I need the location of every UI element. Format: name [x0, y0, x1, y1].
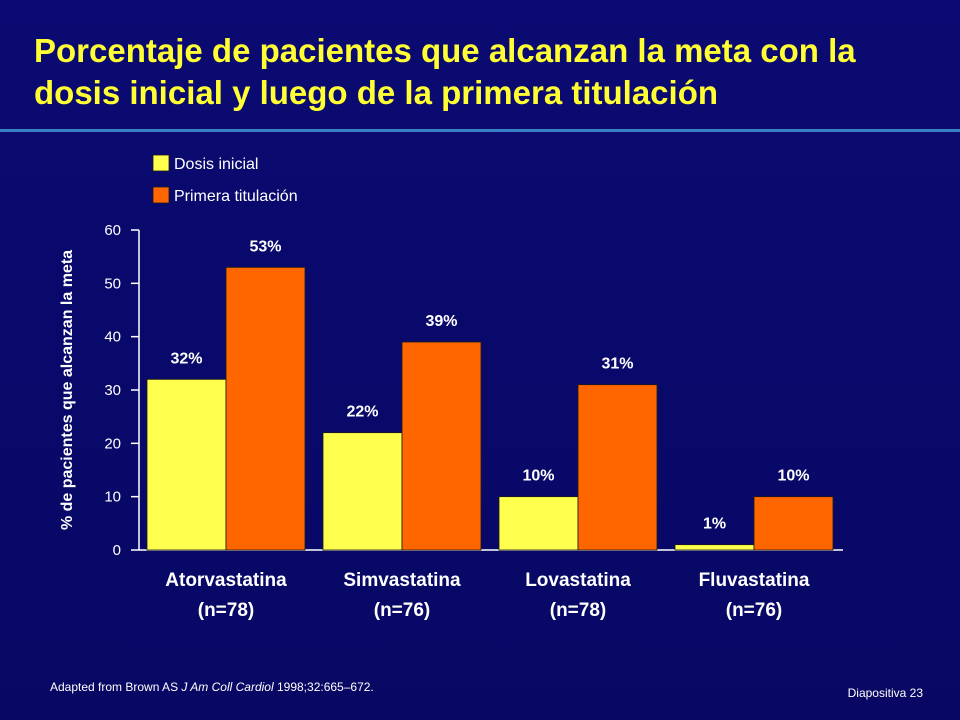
x-category-label: (n=78)	[198, 600, 255, 621]
bar-primera-titulacion	[753, 496, 834, 551]
data-label: 10%	[522, 468, 554, 485]
bar-chart: 0 10 20 30 40 50 60 % de pacientes que alcanzan…	[59, 154, 834, 621]
data-label: 10%	[777, 468, 809, 485]
y-tick-label: 30	[104, 382, 121, 399]
title-divider	[0, 129, 960, 132]
x-category-label: Simvastatina	[343, 570, 461, 591]
bar-primera-titulacion	[577, 384, 658, 551]
legend-label: Primera titulación	[174, 188, 298, 205]
bar-dosis-inicial	[498, 496, 579, 551]
legend-label: Dosis inicial	[174, 156, 258, 173]
y-tick-label: 10	[104, 489, 121, 506]
data-label: 39%	[425, 313, 457, 330]
y-axis-title: % de pacientes que alcanzan la meta	[59, 250, 76, 530]
legend-swatch	[152, 154, 170, 172]
data-label: 22%	[346, 404, 378, 421]
slide-title: Porcentaje de pacientes que alcanzan la …	[34, 32, 856, 111]
data-label: 32%	[170, 350, 202, 367]
data-label: 31%	[601, 356, 633, 373]
bar-dosis-inicial	[322, 432, 403, 551]
x-category-label: Lovastatina	[525, 570, 631, 591]
y-tick-label: 50	[104, 275, 121, 292]
legend-swatch	[152, 186, 170, 204]
data-label: 1%	[703, 516, 726, 533]
data-label: 53%	[249, 238, 281, 255]
bar-primera-titulacion	[225, 266, 306, 551]
x-category-label: (n=76)	[726, 600, 783, 621]
y-tick-label: 60	[104, 222, 121, 239]
slide-number: Diapositiva 23	[847, 686, 923, 700]
bar-dosis-inicial	[146, 378, 227, 551]
source-prefix: Adapted from Brown AS	[50, 680, 182, 694]
source-citation: Adapted from Brown AS J Am Coll Cardiol …	[50, 680, 374, 694]
bar-primera-titulacion	[401, 341, 482, 551]
x-category-label: (n=78)	[550, 600, 607, 621]
x-category-label: Atorvastatina	[165, 570, 287, 591]
x-category-label: (n=76)	[374, 600, 431, 621]
source-journal: J Am Coll Cardiol	[181, 680, 274, 694]
source-suffix: 1998;32:665–672.	[273, 680, 374, 694]
y-tick-label: 0	[113, 542, 121, 559]
y-tick-label: 20	[104, 435, 121, 452]
bar-dosis-inicial	[674, 544, 755, 551]
y-tick-label: 40	[104, 329, 121, 346]
x-category-label: Fluvastatina	[699, 570, 810, 591]
